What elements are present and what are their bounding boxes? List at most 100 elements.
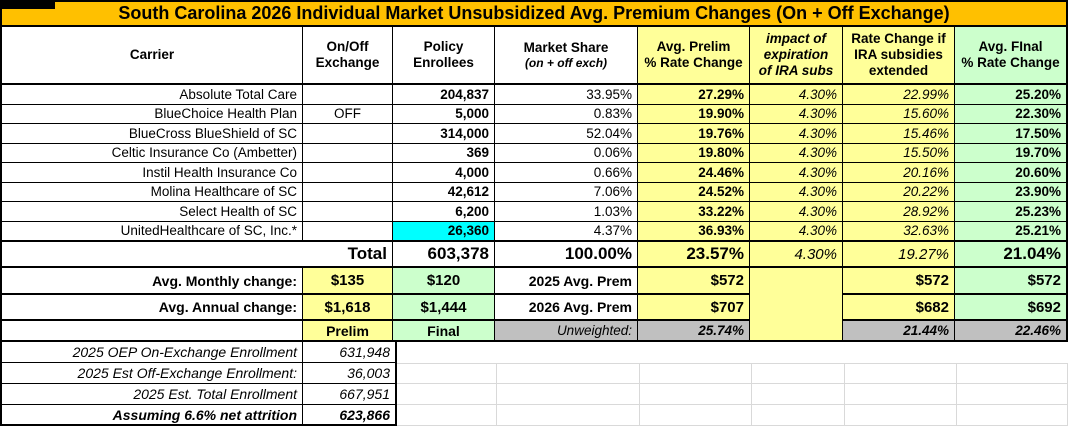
- cell-carrier-name[interactable]: Molina Healthcare of SC: [2, 182, 303, 202]
- enrollment-label-cell[interactable]: Assuming 6.6% net attrition: [0, 405, 303, 426]
- cell-policy-enrollees[interactable]: 314,000: [393, 124, 495, 144]
- col-header-on-off-exchange[interactable]: On/Off Exchange: [303, 27, 393, 85]
- unweighted-final-cell[interactable]: 22.46%: [955, 321, 1066, 340]
- cell-rate-if-extended[interactable]: 28.92%: [843, 202, 955, 222]
- cell-market-share[interactable]: 0.83%: [495, 104, 638, 124]
- cell-ira-impact[interactable]: 4.30%: [750, 85, 843, 105]
- col-header-carrier[interactable]: Carrier: [2, 27, 303, 85]
- avg-prem-2026-label[interactable]: 2026 Avg. Prem: [495, 295, 638, 321]
- monthly-prelim-amount-cell[interactable]: $135: [303, 268, 393, 295]
- cell-on-off-exchange[interactable]: [303, 163, 393, 183]
- total-market-share-cell[interactable]: 100.00%: [495, 241, 638, 268]
- empty-grid-cell[interactable]: [752, 384, 845, 405]
- cell-avg-final-rate[interactable]: 20.60%: [955, 163, 1066, 183]
- annual-prelim-amount-cell[interactable]: $1,618: [303, 295, 393, 321]
- empty-grid-cell[interactable]: [845, 384, 957, 405]
- empty-grid-cell[interactable]: [640, 363, 752, 384]
- total-enrollees-cell[interactable]: 603,378: [393, 241, 495, 268]
- cell-avg-prelim-rate[interactable]: 19.76%: [638, 124, 750, 144]
- cell-rate-if-extended[interactable]: 32.63%: [843, 221, 955, 241]
- enrollment-value-cell[interactable]: 631,948: [303, 342, 397, 363]
- empty-grid-cell[interactable]: [845, 363, 957, 384]
- cell-avg-final-rate[interactable]: 23.90%: [955, 182, 1066, 202]
- col-header-rate-if-extended[interactable]: Rate Change if IRA subsidies extended: [843, 27, 955, 85]
- cell-avg-prelim-rate[interactable]: 36.93%: [638, 221, 750, 241]
- cell-avg-final-rate[interactable]: 19.70%: [955, 143, 1066, 163]
- col-header-policy-enrollees[interactable]: Policy Enrollees: [393, 27, 495, 85]
- col-header-avg-prelim-rate[interactable]: Avg. Prelim % Rate Change: [638, 27, 750, 85]
- cell-policy-enrollees[interactable]: 6,200: [393, 202, 495, 222]
- cell-avg-prelim-rate[interactable]: 27.29%: [638, 85, 750, 105]
- cell-rate-if-extended[interactable]: 15.50%: [843, 143, 955, 163]
- annual-final-amount-cell[interactable]: $1,444: [393, 295, 495, 321]
- legend-blank-cell[interactable]: [2, 321, 303, 340]
- cell-avg-prelim-rate[interactable]: 33.22%: [638, 202, 750, 222]
- cell-ira-impact[interactable]: 4.30%: [750, 221, 843, 241]
- cell-avg-final-rate[interactable]: 25.21%: [955, 221, 1066, 241]
- cell-policy-enrollees[interactable]: 42,612: [393, 182, 495, 202]
- enrollment-label-cell[interactable]: 2025 Est Off-Exchange Enrollment:: [0, 363, 303, 384]
- cell-policy-enrollees[interactable]: 4,000: [393, 163, 495, 183]
- cell-rate-if-extended[interactable]: 15.46%: [843, 124, 955, 144]
- final-legend-cell[interactable]: Final: [393, 321, 495, 340]
- cell-carrier-name[interactable]: Select Health of SC: [2, 202, 303, 222]
- avg-prem-2026-extended-cell[interactable]: $682: [843, 295, 955, 321]
- avg-monthly-change-label[interactable]: Avg. Monthly change:: [2, 268, 303, 295]
- cell-carrier-name[interactable]: Instil Health Insurance Co: [2, 163, 303, 183]
- avg-prem-2025-final-cell[interactable]: $572: [955, 268, 1066, 295]
- cell-rate-if-extended[interactable]: 20.22%: [843, 182, 955, 202]
- cell-carrier-name[interactable]: BlueChoice Health Plan: [2, 104, 303, 124]
- avg-prem-2025-extended-cell[interactable]: $572: [843, 268, 955, 295]
- empty-grid-cell[interactable]: [845, 405, 957, 426]
- empty-grid-cell[interactable]: [957, 405, 1068, 426]
- total-avg-final-cell[interactable]: 21.04%: [955, 241, 1066, 268]
- ira-impact-merged-cell[interactable]: [750, 321, 843, 340]
- unweighted-prelim-cell[interactable]: 25.74%: [638, 321, 750, 340]
- enrollment-label-cell[interactable]: 2025 Est. Total Enrollment: [0, 384, 303, 405]
- cell-on-off-exchange[interactable]: [303, 182, 393, 202]
- cell-carrier-name[interactable]: BlueCross BlueShield of SC: [2, 124, 303, 144]
- empty-grid-cell[interactable]: [497, 405, 640, 426]
- cell-avg-final-rate[interactable]: 22.30%: [955, 104, 1066, 124]
- empty-grid-cell[interactable]: [752, 363, 845, 384]
- total-avg-prelim-cell[interactable]: 23.57%: [638, 241, 750, 268]
- cell-market-share[interactable]: 1.03%: [495, 202, 638, 222]
- prelim-legend-cell[interactable]: Prelim: [303, 321, 393, 340]
- cell-policy-enrollees[interactable]: 204,837: [393, 85, 495, 105]
- avg-annual-change-label[interactable]: Avg. Annual change:: [2, 295, 303, 321]
- empty-grid-cell[interactable]: [397, 384, 497, 405]
- cell-policy-enrollees[interactable]: 26,360: [393, 221, 495, 241]
- col-header-avg-final-rate[interactable]: Avg. FInal % Rate Change: [955, 27, 1066, 85]
- enrollment-label-cell[interactable]: 2025 OEP On-Exchange Enrollment: [0, 342, 303, 363]
- empty-grid-cell[interactable]: [957, 384, 1068, 405]
- cell-avg-prelim-rate[interactable]: 19.90%: [638, 104, 750, 124]
- cell-on-off-exchange[interactable]: OFF: [303, 104, 393, 124]
- col-header-ira-impact[interactable]: impact of expiration of IRA subs: [750, 27, 843, 85]
- cell-ira-impact[interactable]: 4.30%: [750, 182, 843, 202]
- cell-on-off-exchange[interactable]: [303, 85, 393, 105]
- cell-avg-prelim-rate[interactable]: 24.46%: [638, 163, 750, 183]
- empty-grid-cell[interactable]: [640, 384, 752, 405]
- avg-prem-2026-final-cell[interactable]: $692: [955, 295, 1066, 321]
- cell-ira-impact[interactable]: 4.30%: [750, 124, 843, 144]
- total-ira-impact-cell[interactable]: 4.30%: [750, 241, 843, 268]
- cell-ira-impact[interactable]: 4.30%: [750, 163, 843, 183]
- cell-avg-final-rate[interactable]: 25.23%: [955, 202, 1066, 222]
- enrollment-value-cell[interactable]: 623,866: [303, 405, 397, 426]
- unweighted-extended-cell[interactable]: 21.44%: [843, 321, 955, 340]
- cell-policy-enrollees[interactable]: 369: [393, 143, 495, 163]
- cell-ira-impact[interactable]: 4.30%: [750, 143, 843, 163]
- unweighted-label-cell[interactable]: Unweighted:: [495, 321, 638, 340]
- cell-market-share[interactable]: 7.06%: [495, 182, 638, 202]
- cell-on-off-exchange[interactable]: [303, 124, 393, 144]
- empty-grid-cell[interactable]: [497, 384, 640, 405]
- total-label-cell[interactable]: Total: [2, 241, 393, 268]
- cell-ira-impact[interactable]: 4.30%: [750, 104, 843, 124]
- cell-rate-if-extended[interactable]: 15.60%: [843, 104, 955, 124]
- empty-grid-cell[interactable]: [397, 363, 497, 384]
- enrollment-value-cell[interactable]: 667,951: [303, 384, 397, 405]
- avg-prem-2025-label[interactable]: 2025 Avg. Prem: [495, 268, 638, 295]
- ira-impact-merged-cell[interactable]: [750, 268, 843, 295]
- cell-avg-final-rate[interactable]: 17.50%: [955, 124, 1066, 144]
- cell-avg-prelim-rate[interactable]: 19.80%: [638, 143, 750, 163]
